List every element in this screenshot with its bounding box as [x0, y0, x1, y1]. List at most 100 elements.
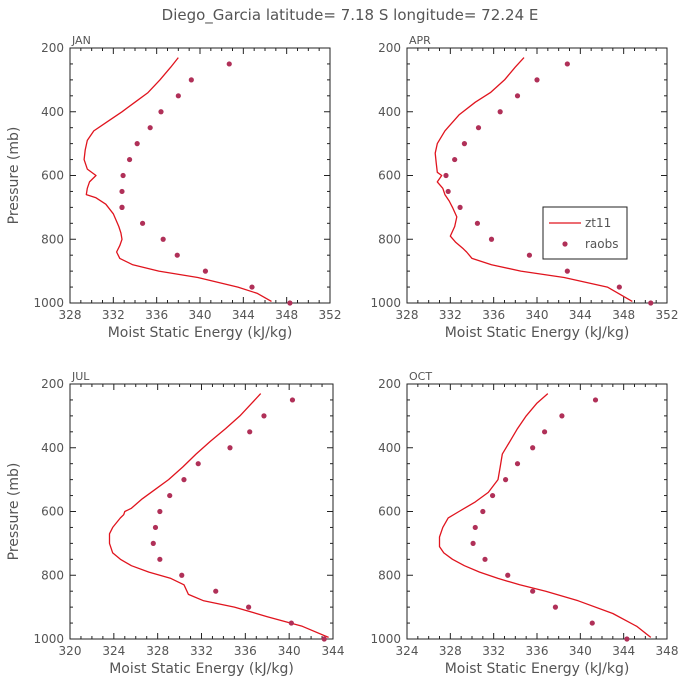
legend-box: [542, 206, 628, 260]
y-tick-label: 800: [41, 568, 64, 582]
x-axis-label: Moist Static Energy (kJ/kg): [445, 661, 630, 677]
data-point-raobs: [246, 604, 252, 610]
y-tick-label: 800: [41, 232, 64, 246]
x-tick-label: 328: [146, 644, 169, 658]
x-tick-label: 324: [102, 644, 125, 658]
data-point-raobs: [179, 572, 185, 578]
y-tick-label: 400: [378, 441, 401, 455]
x-tick-label: 336: [526, 644, 549, 658]
y-tick-label: 800: [378, 232, 401, 246]
data-point-raobs: [227, 445, 233, 451]
data-point-raobs: [287, 300, 293, 306]
data-point-raobs: [213, 588, 219, 594]
y-tick-label: 800: [378, 568, 401, 582]
data-point-raobs: [475, 125, 482, 131]
x-tick-label: 340: [526, 308, 549, 322]
data-point-raobs: [157, 508, 163, 515]
data-point-raobs: [119, 204, 125, 210]
data-point-raobs: [160, 236, 166, 242]
y-tick-label: 400: [41, 441, 64, 455]
series-line-zt11: [434, 57, 633, 302]
x-tick-label: 344: [569, 308, 592, 322]
x-tick-label: 348: [656, 644, 679, 658]
x-tick-label: 352: [656, 308, 679, 322]
data-point-raobs: [530, 445, 536, 451]
data-point-raobs: [616, 284, 622, 290]
data-point-raobs: [514, 461, 521, 467]
data-point-raobs: [552, 604, 559, 610]
figure-title: Diego_Garcia latitude= 7.18 S longitude=…: [162, 6, 539, 25]
data-point-raobs: [564, 268, 570, 274]
data-point-raobs: [174, 252, 180, 258]
data-point-raobs: [195, 461, 201, 467]
data-point-raobs: [289, 397, 296, 403]
y-tick-label: 600: [378, 505, 401, 519]
chart-panel-oct: 324 328 332 336 340 344 348 200 400 600 800 1000 Moi…: [370, 370, 678, 677]
y-axis-label: Pressure (mb): [6, 127, 22, 225]
panel-label: JUL: [71, 370, 90, 383]
data-point-raobs: [589, 620, 595, 626]
data-point-raobs: [526, 252, 533, 258]
data-point-raobs: [530, 588, 536, 594]
series-line-zt11: [83, 57, 272, 302]
chart-panel-jan: 328 332 336 340 344 348 352 200 400 600 800 1000 Moi…: [6, 34, 341, 341]
panel-label: APR: [409, 34, 431, 47]
x-axis-label: Moist Static Energy (kJ/kg): [108, 325, 293, 341]
legend-dot-swatch: [562, 241, 568, 247]
data-point-raobs: [152, 524, 159, 531]
data-point-raobs: [249, 284, 255, 290]
panels-group: 328 332 336 340 344 348 352 200 400 600 800 1000 Moi…: [6, 34, 678, 677]
data-point-raobs: [321, 636, 327, 642]
data-point-raobs: [261, 413, 267, 419]
x-tick-label: 348: [612, 308, 635, 322]
y-tick-label: 200: [41, 41, 64, 55]
data-point-raobs: [139, 220, 146, 226]
data-point-raobs: [147, 125, 153, 131]
x-tick-label: 320: [59, 644, 82, 658]
x-tick-label: 340: [569, 644, 592, 658]
x-tick-label: 344: [322, 644, 345, 658]
x-tick-label: 336: [482, 308, 505, 322]
data-point-raobs: [181, 477, 187, 483]
data-point-raobs: [470, 540, 476, 546]
x-tick-label: 332: [482, 644, 505, 658]
x-tick-label: 328: [439, 644, 462, 658]
data-point-raobs: [157, 556, 163, 562]
data-point-raobs: [482, 556, 488, 562]
x-tick-label: 336: [234, 644, 257, 658]
data-point-raobs: [247, 429, 253, 435]
data-point-raobs: [474, 220, 481, 226]
data-point-raobs: [514, 93, 521, 99]
data-point-raobs: [472, 524, 478, 531]
data-point-raobs: [175, 93, 181, 99]
y-tick-label: 1000: [370, 632, 401, 646]
y-tick-label: 600: [378, 169, 401, 183]
legend-line-label: zt11: [585, 216, 611, 230]
x-tick-label: 344: [232, 308, 255, 322]
data-point-raobs: [541, 429, 548, 435]
data-point-raobs: [443, 172, 449, 179]
data-point-raobs: [288, 620, 294, 626]
y-tick-label: 1000: [370, 296, 401, 310]
x-tick-label: 344: [612, 644, 635, 658]
x-tick-label: 332: [439, 308, 462, 322]
data-point-raobs: [489, 492, 496, 499]
data-point-raobs: [592, 397, 599, 403]
data-point-raobs: [167, 492, 173, 499]
panel-label: OCT: [409, 370, 432, 383]
data-point-raobs: [559, 413, 565, 419]
data-point-raobs: [445, 188, 451, 195]
y-tick-label: 400: [41, 105, 64, 119]
x-tick-label: 340: [278, 644, 301, 658]
y-tick-label: 200: [41, 377, 64, 391]
x-tick-label: 336: [145, 308, 168, 322]
y-tick-label: 400: [378, 105, 401, 119]
data-point-raobs: [457, 204, 463, 210]
data-point-raobs: [488, 236, 495, 242]
data-point-raobs: [534, 77, 540, 83]
data-point-raobs: [150, 540, 156, 546]
data-point-raobs: [624, 636, 630, 642]
x-tick-label: 340: [189, 308, 212, 322]
